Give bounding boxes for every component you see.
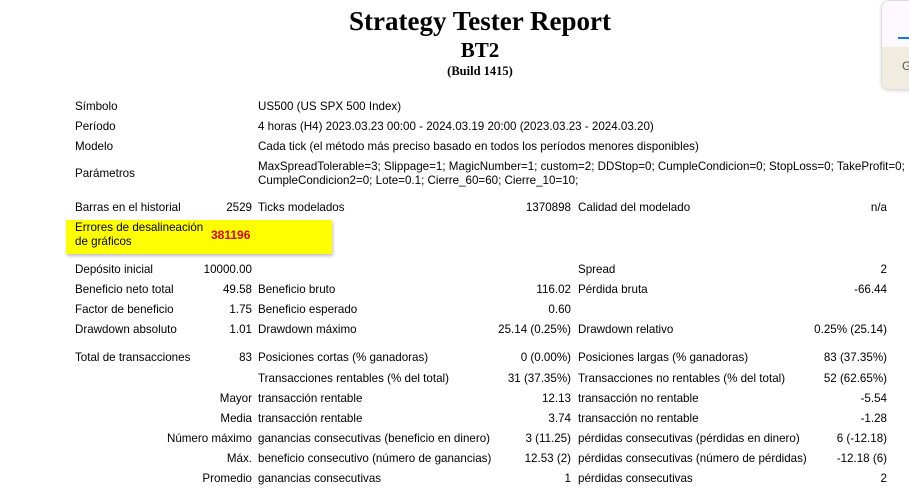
stats-row: Mayor transacción rentable 12.13 transacció…: [0, 391, 909, 407]
stat-value-3: -66.44: [854, 283, 887, 296]
stat-value-1: 49.58: [222, 283, 252, 296]
stat-label-2: beneficio consecutivo (número de gananci…: [258, 452, 492, 465]
stats-row: Barras en el historial 2529 Ticks modelado…: [0, 200, 909, 216]
stat-label-3: pérdidas consecutivas: [578, 472, 693, 485]
stats-row: Número máximo ganancias consecutivas (ben…: [0, 431, 909, 447]
stat-label-2: Ticks modelados: [258, 201, 345, 214]
stat-label-2: transacción rentable: [258, 392, 363, 405]
stat-value-2: 1370898: [525, 201, 571, 214]
stat-label-1: Drawdown absoluto: [75, 323, 177, 336]
stat-label-3: Calidad del modelado: [578, 201, 691, 214]
stats-row: Depósito inicial 10000.00 Spread 2: [0, 262, 909, 278]
stat-value-2: 116.02: [536, 283, 571, 296]
stats-row: Drawdown absoluto 1.01 Drawdown máximo 25.1…: [0, 322, 909, 338]
stat-value-1: Promedio: [202, 472, 252, 485]
info-label: Parámetros: [75, 167, 135, 180]
stat-value-2: 0.60: [548, 303, 571, 316]
info-label: Modelo: [75, 140, 114, 153]
stat-value-3: 52 (62.65%): [823, 372, 887, 385]
stat-label-3: pérdidas consecutivas (número de pérdida…: [578, 452, 807, 465]
build-number: (Build 1415): [447, 64, 513, 78]
stats-row: Promedio ganancias consecutivas 1 pérdidas …: [0, 471, 909, 487]
stat-value-2: 3.74: [548, 412, 571, 425]
stat-value-1: 10000.00: [203, 263, 252, 276]
stat-value-2: 12.53 (2): [524, 452, 571, 465]
stat-label-2: Beneficio bruto: [258, 283, 336, 296]
popup-letter: G: [902, 59, 909, 73]
report-subtitle: BT2: [460, 38, 500, 62]
stat-value-1: Máx.: [226, 452, 252, 465]
info-label: Símbolo: [75, 100, 118, 113]
report-title: Strategy Tester Report: [349, 6, 611, 36]
active-tab-indicator: [898, 37, 909, 39]
chart-mismatch-errors-highlight: Errores de desalineación de gráficos 3811…: [66, 220, 332, 254]
stat-value-1: 1.75: [229, 303, 252, 316]
highlight-label: de gráficos: [75, 235, 132, 248]
info-value: MaxSpreadTolerable=3; Slippage=1; MagicN…: [258, 160, 905, 173]
stat-label-2: ganancias consecutivas (beneficio en din…: [258, 432, 491, 445]
stat-value-2: 31 (37.35%): [507, 372, 571, 385]
stat-value-3: 0.25% (25.14): [814, 323, 887, 336]
stat-label-3: Drawdown relativo: [578, 323, 674, 336]
info-value: US500 (US SPX 500 Index): [258, 100, 402, 113]
stat-label-1: Beneficio neto total: [75, 283, 174, 296]
stat-label-3: Transacciones no rentables (% del total): [578, 372, 786, 385]
stat-value-1: 2529: [226, 201, 252, 214]
stat-label-3: transacción no rentable: [578, 412, 699, 425]
stats-row: Total de transacciones 83 Posiciones corta…: [0, 350, 909, 366]
stats-row: Media transacción rentable 3.74 transacción…: [0, 411, 909, 427]
stats-row: Factor de beneficio 1.75 Beneficio esperad…: [0, 302, 909, 318]
stats-row: Beneficio neto total 49.58 Beneficio bruto…: [0, 282, 909, 298]
info-value: CumpleCondicion2=0; Lote=0.1; Cierre_60=…: [258, 174, 579, 187]
stat-label-2: ganancias consecutivas: [258, 472, 382, 485]
stat-value-1: Número máximo: [166, 432, 252, 445]
info-value: Cada tick (el método más preciso basado …: [258, 140, 699, 153]
stat-value-3: -1.28: [860, 412, 887, 425]
stat-value-2: 0 (0.00%): [520, 351, 571, 364]
stat-label-1: Depósito inicial: [75, 263, 153, 276]
stats-row: Máx. beneficio consecutivo (número de gan…: [0, 451, 909, 467]
stat-label-3: Pérdida bruta: [578, 283, 648, 296]
stat-label-2: Drawdown máximo: [258, 323, 357, 336]
stat-value-1: Media: [220, 412, 252, 425]
highlight-value: 381196: [211, 228, 251, 242]
stat-label-3: Spread: [578, 263, 616, 276]
stat-label-3: transacción no rentable: [578, 392, 699, 405]
stats-row: Transacciones rentables (% del total) 31 …: [0, 371, 909, 387]
info-label: Período: [75, 120, 116, 133]
stat-label-2: Posiciones cortas (% ganadoras): [258, 351, 429, 364]
highlight-label: Errores de desalineación: [75, 221, 204, 234]
stat-label-1: Total de transacciones: [75, 351, 191, 364]
stat-value-1: 83: [239, 351, 252, 364]
stat-value-1: Mayor: [219, 392, 252, 405]
stat-label-2: Beneficio esperado: [258, 303, 358, 316]
stat-label-2: Transacciones rentables (% del total): [258, 372, 449, 385]
side-popup[interactable]: G: [881, 0, 909, 90]
stat-value-2: 3 (11.25): [525, 432, 571, 445]
stat-value-1: 1.01: [229, 323, 252, 336]
stat-value-3: n/a: [870, 201, 887, 214]
stat-value-2: 1: [564, 472, 571, 485]
stat-label-3: pérdidas consecutivas (pérdidas en diner…: [578, 432, 800, 445]
stat-value-3: 83 (37.35%): [823, 351, 887, 364]
stat-value-2: 25.14 (0.25%): [498, 323, 571, 336]
stat-label-2: transacción rentable: [258, 412, 363, 425]
info-value: 4 horas (H4) 2023.03.23 00:00 - 2024.03.…: [258, 120, 654, 133]
stat-label-1: Barras en el historial: [75, 201, 181, 214]
stat-value-3: 6 (-12.18): [836, 432, 887, 445]
stat-label-3: Posiciones largas (% ganadoras): [578, 351, 749, 364]
stat-value-3: -5.54: [860, 392, 887, 405]
stat-label-1: Factor de beneficio: [75, 303, 174, 316]
stat-value-3: 2: [880, 472, 887, 485]
stat-value-3: 2: [880, 263, 887, 276]
stat-value-3: -12.18 (6): [836, 452, 887, 465]
stat-value-2: 12.13: [541, 392, 571, 405]
